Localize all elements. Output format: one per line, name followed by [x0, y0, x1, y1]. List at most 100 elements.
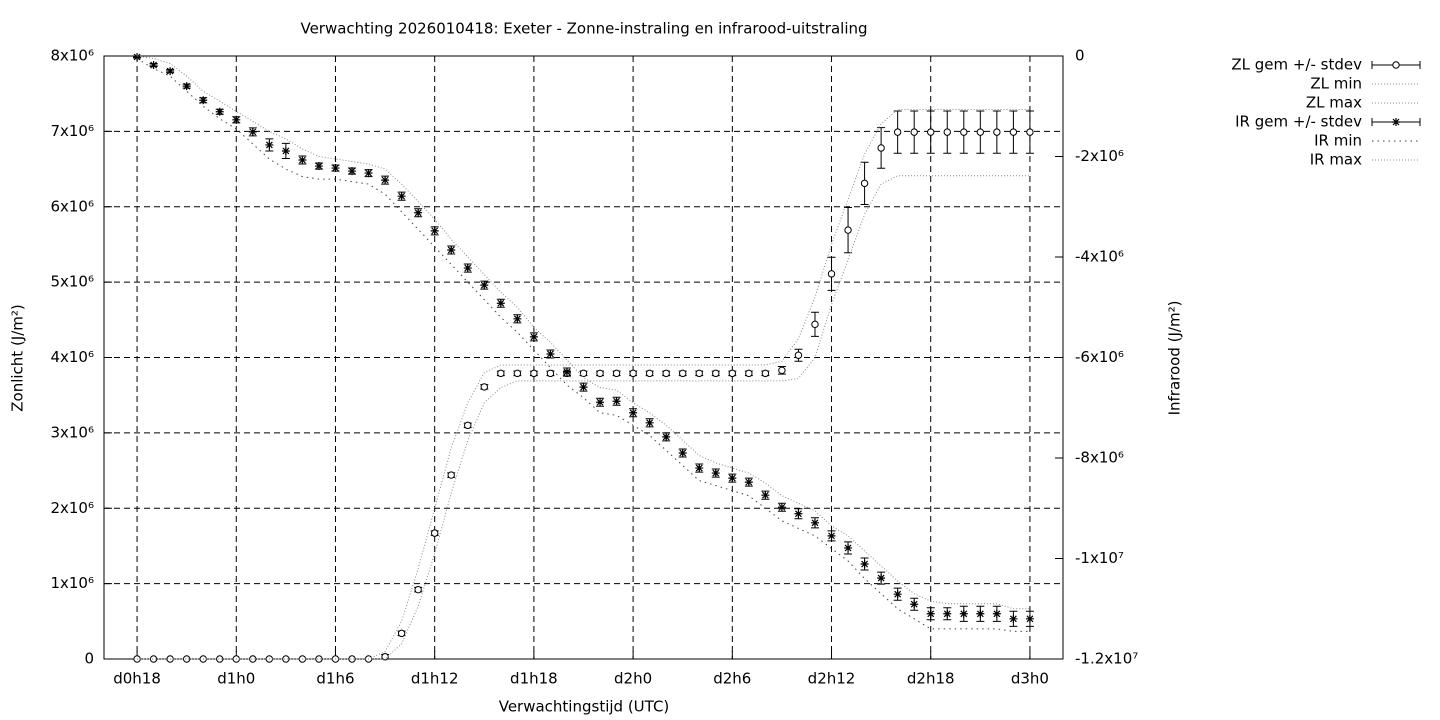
x-tick-label: d1h0 — [217, 670, 255, 688]
data-point — [513, 369, 522, 378]
data-point — [827, 270, 836, 278]
legend-marker — [1392, 61, 1400, 69]
data-point — [877, 144, 885, 152]
data-point — [679, 369, 687, 378]
data-point — [414, 585, 422, 594]
data-point — [811, 320, 819, 329]
data-point — [497, 369, 505, 378]
legend-marker — [1392, 118, 1400, 126]
y2-tick-label: -1x10⁷ — [1075, 549, 1124, 567]
data-point — [1009, 128, 1018, 136]
y-tick-label: 8x10⁶ — [50, 47, 94, 65]
data-point — [810, 518, 819, 527]
legend-label: IR gem +/- stdev — [1235, 113, 1362, 131]
data-point — [464, 421, 472, 430]
data-point — [215, 107, 224, 116]
y2-tick-label: -4x10⁶ — [1075, 248, 1124, 266]
data-point — [364, 169, 373, 178]
data-point — [530, 369, 538, 378]
data-point — [728, 369, 737, 378]
data-point — [397, 192, 406, 201]
data-point — [959, 609, 968, 618]
data-point — [496, 299, 505, 308]
plot-border — [103, 55, 1064, 660]
data-point — [893, 590, 902, 599]
y-tick-label: 4x10⁶ — [50, 348, 94, 366]
data-point — [1026, 128, 1034, 136]
data-point — [579, 369, 588, 378]
data-point — [910, 128, 918, 136]
y2-tick-label: 0 — [1075, 47, 1085, 65]
x-tick-label: d2h6 — [713, 670, 751, 688]
data-point — [976, 609, 985, 618]
x-tick-label: d0h18 — [113, 670, 161, 688]
data-point — [562, 368, 571, 377]
legend-label: IR max — [1310, 151, 1362, 169]
data-point — [447, 245, 456, 254]
data-point — [315, 655, 323, 663]
data-point — [695, 464, 704, 473]
data-point — [645, 418, 654, 427]
data-point — [430, 529, 439, 537]
data-point — [612, 397, 621, 406]
data-point — [926, 609, 935, 618]
data-point — [348, 167, 357, 176]
y-tick-label: 6x10⁶ — [50, 197, 94, 215]
data-point — [629, 408, 638, 417]
data-point — [216, 655, 224, 663]
x-tick-label: d2h18 — [907, 670, 955, 688]
data-point — [414, 208, 423, 217]
data-point — [182, 655, 191, 663]
data-point — [314, 162, 323, 171]
data-point — [463, 264, 472, 273]
data-point — [282, 655, 290, 663]
y2-tick-label: -2x10⁶ — [1075, 147, 1124, 165]
chart-title: Verwachting 2026010418: Exeter - Zonne-i… — [300, 20, 867, 38]
data-point — [711, 469, 720, 478]
legend-label: ZL max — [1306, 94, 1362, 112]
data-point — [1025, 614, 1034, 623]
data-point — [629, 369, 637, 378]
data-point — [596, 369, 604, 378]
data-point — [232, 115, 241, 124]
data-point — [149, 655, 158, 663]
data-point — [133, 655, 141, 663]
data-point — [662, 369, 670, 378]
data-point — [745, 369, 753, 378]
y-tick-label: 2x10⁶ — [50, 499, 94, 517]
range-line — [137, 175, 1030, 660]
x-tick-label: d1h18 — [510, 670, 558, 688]
data-point — [844, 226, 852, 234]
data-point — [281, 146, 290, 155]
data-point — [960, 128, 968, 136]
data-point — [447, 471, 455, 479]
data-point — [992, 609, 1001, 618]
y2-tick-label: -8x10⁶ — [1075, 449, 1124, 467]
x-tick-label: d1h12 — [411, 670, 459, 688]
data-point — [199, 96, 208, 105]
data-point — [265, 140, 274, 149]
y2-tick-label: -1.2x10⁷ — [1075, 650, 1138, 668]
data-point — [397, 629, 406, 638]
data-point — [927, 128, 935, 136]
data-point — [778, 366, 786, 375]
x-tick-label: d2h0 — [614, 670, 652, 688]
x-axis-label: Verwachtingstijd (UTC) — [499, 698, 670, 716]
y-tick-label: 7x10⁶ — [50, 122, 94, 140]
data-point — [480, 281, 489, 290]
data-point — [513, 314, 522, 323]
data-point — [149, 61, 158, 70]
data-point — [480, 383, 488, 391]
data-point — [761, 491, 770, 500]
data-point — [844, 543, 853, 552]
data-point — [794, 351, 803, 359]
y2-tick-label: -6x10⁶ — [1075, 348, 1124, 366]
data-point — [910, 600, 919, 609]
data-point — [695, 369, 703, 378]
x-tick-label: d3h0 — [1011, 670, 1049, 688]
data-point — [430, 226, 439, 235]
data-point — [893, 128, 902, 136]
data-point — [612, 369, 621, 378]
data-point — [712, 369, 720, 378]
